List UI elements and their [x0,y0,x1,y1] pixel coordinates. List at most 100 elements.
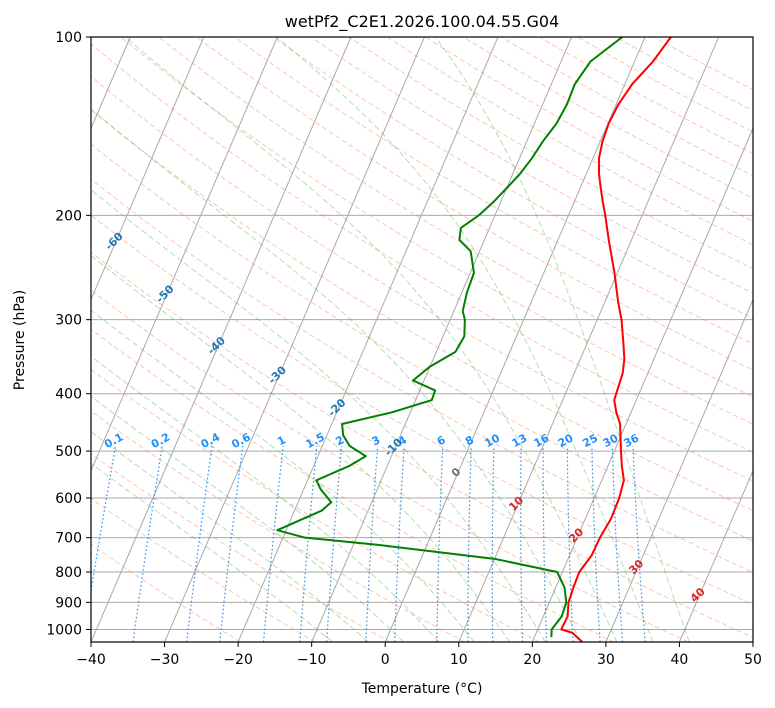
dry-adiabat-line [91,43,753,453]
mixing-ratio-line [436,445,444,642]
x-tick-label: 30 [597,652,615,668]
dry-adiabat-line [91,75,753,482]
moist-adiabat-line [91,108,582,642]
isotherm-line [678,469,753,642]
dry-adiabat-line [387,37,753,246]
x-tick-label: −40 [76,652,106,668]
x-tick-label: 10 [450,652,468,668]
mixing-ratio-label: 0.4 [199,430,223,451]
dry-adiabat-line [91,497,316,642]
mixing-ratio-line [262,445,284,642]
mixing-ratio-line [591,445,601,642]
mixing-ratio-label: 13 [510,431,530,450]
dry-adiabat-line [120,37,753,425]
isotherm-line [91,37,278,473]
dry-adiabat-line [91,289,689,642]
mixing-ratio-line [611,445,624,642]
x-tick-label: −20 [223,652,253,668]
mixing-ratio-label: 30 [601,431,621,450]
temperature-profile-line [560,37,672,642]
isotherm-label-warm: 30 [626,557,646,577]
y-tick-label: 700 [55,531,82,547]
x-tick-label: 0 [381,652,390,668]
isotherm-line [384,37,646,642]
y-tick-label: 100 [55,30,82,46]
dry-adiabat-line [196,37,753,371]
y-tick-label: 1000 [46,622,82,638]
dry-adiabat-line [91,543,242,642]
mixing-ratio-label: 6 [435,433,448,448]
isotherm-label-warm: 0 [449,465,464,480]
dry-adiabat-line [425,37,753,222]
series-lines [276,37,672,642]
x-tick-label: −30 [150,652,180,668]
isotherm-line [311,37,573,642]
y-tick-label: 900 [55,595,82,611]
moist-adiabat-line [91,189,546,642]
y-axis-label: Pressure (hPa) [12,290,28,390]
moist-adiabat-line [91,395,404,642]
isotherm-line [91,37,352,642]
mixing-ratio-line [394,445,405,642]
isotherm-line [164,37,425,642]
mixing-ratio-label: 10 [482,431,502,450]
mixing-ratio-label: 36 [622,431,642,450]
dry-adiabat-line [310,37,753,294]
y-tick-label: 300 [55,313,82,329]
mixing-ratio-line [219,445,244,642]
mixing-ratio-line [91,445,117,595]
mixing-ratio-line [132,445,163,642]
x-axis-label: Temperature (°C) [361,681,483,697]
mixing-ratio-label: 1.5 [304,430,327,451]
moist-adiabat-line [91,309,475,642]
y-tick-label: 600 [55,491,82,507]
dry-adiabat-line [91,368,540,642]
isotherm-label-cold: -30 [266,363,289,386]
mixing-ratio-line [186,445,213,642]
isotherm-line [752,640,753,642]
chart-title: wetPf2_C2E1.2026.100.04.55.G04 [285,12,559,32]
x-tick-label: 20 [523,652,541,668]
mixing-ratio-line [299,445,318,642]
background-lines [0,37,753,642]
x-tick-label: 40 [671,652,689,668]
dry-adiabat-line [91,143,753,542]
dry-adiabat-line [91,328,614,642]
mixing-ratio-line [632,445,646,642]
moist-adiabat-line [434,37,690,642]
isotherm-label-cold: -70 [49,182,72,205]
dry-adiabat-line [272,37,753,319]
isotherm-line [0,37,57,642]
isotherm-label-cold: -80 [0,134,20,157]
moist-adiabat-line [91,431,369,642]
dry-adiabat-line [501,37,753,177]
x-tick-label: 50 [744,652,762,668]
mixing-ratio-line [520,445,524,642]
dry-adiabat-line [463,37,753,199]
dewpoint-profile-line [276,37,623,638]
y-axis-ticks: 100 200 300 400 500 600 700 800 900 1000 [46,30,91,638]
y-tick-label: 200 [55,208,82,224]
mixing-ratio-label: 1 [275,433,288,448]
y-tick-label: 400 [55,387,82,403]
plot-frame [90,36,754,643]
x-tick-label: −10 [297,652,327,668]
dry-adiabat-line [91,109,753,512]
dry-adiabat-line [91,251,753,639]
x-axis-ticks: −40 −30 −20 −10 0 10 20 30 40 50 [76,642,762,668]
moist-adiabat-line [91,463,334,642]
isotherm-line [237,37,499,642]
mixing-ratio-label: 25 [580,431,600,450]
isotherm-label-warm: 10 [506,494,526,514]
mixing-ratio-label: 20 [556,431,576,450]
y-tick-label: 800 [55,565,82,581]
mixing-ratio-label: 16 [532,431,552,450]
isotherm-line [91,37,205,301]
isotherm-line [458,37,720,642]
isotherm-label-cold: -50 [153,282,176,305]
mixing-ratio-label: 0.2 [149,430,172,451]
mixing-ratio-label: 0.6 [229,430,253,451]
isotherm-label-warm: 20 [566,525,586,545]
y-tick-label: 500 [55,444,82,460]
dry-adiabat-line [91,178,753,573]
